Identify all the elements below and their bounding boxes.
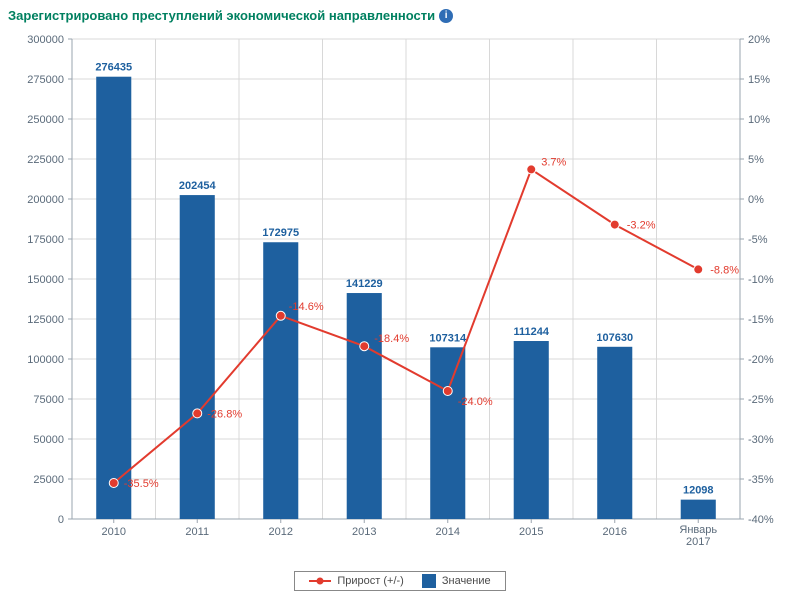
svg-text:-8.8%: -8.8% xyxy=(710,264,739,276)
legend-bar-swatch xyxy=(422,574,436,588)
line-point xyxy=(610,220,619,229)
svg-text:-25%: -25% xyxy=(748,394,774,406)
svg-text:-35.5%: -35.5% xyxy=(124,478,159,490)
svg-text:0: 0 xyxy=(58,514,64,526)
legend-bar-label: Значение xyxy=(442,575,491,587)
svg-text:2010: 2010 xyxy=(102,526,126,538)
legend: Прирост (+/-) Значение xyxy=(8,571,792,591)
svg-text:250000: 250000 xyxy=(27,114,64,126)
svg-text:175000: 175000 xyxy=(27,234,64,246)
svg-text:141229: 141229 xyxy=(346,278,383,290)
svg-text:225000: 225000 xyxy=(27,154,64,166)
chart-area: 0 25000 50000 75000 100000 125000 150000 175000… xyxy=(8,27,792,567)
svg-text:15%: 15% xyxy=(748,74,770,86)
chart-title: Зарегистрировано преступлений экономичес… xyxy=(8,8,435,23)
bar xyxy=(263,242,298,519)
svg-text:10%: 10% xyxy=(748,114,770,126)
svg-text:-40%: -40% xyxy=(748,514,774,526)
svg-text:2014: 2014 xyxy=(436,526,460,538)
svg-text:107630: 107630 xyxy=(596,332,633,344)
svg-text:-14.6%: -14.6% xyxy=(289,301,324,313)
svg-text:2012: 2012 xyxy=(269,526,293,538)
svg-text:200000: 200000 xyxy=(27,194,64,206)
line-point xyxy=(694,265,703,274)
svg-text:100000: 100000 xyxy=(27,354,64,366)
svg-text:275000: 275000 xyxy=(27,74,64,86)
svg-text:172975: 172975 xyxy=(262,227,299,239)
svg-text:125000: 125000 xyxy=(27,314,64,326)
svg-text:2016: 2016 xyxy=(603,526,627,538)
svg-text:-24.0%: -24.0% xyxy=(458,396,493,408)
svg-text:3.7%: 3.7% xyxy=(541,156,566,168)
legend-item-bar: Значение xyxy=(422,574,491,588)
line-point xyxy=(527,165,536,174)
bar xyxy=(430,347,465,519)
legend-line-label: Прирост (+/-) xyxy=(337,575,403,587)
svg-text:202454: 202454 xyxy=(179,180,217,192)
svg-text:276435: 276435 xyxy=(95,62,132,74)
svg-text:-10%: -10% xyxy=(748,274,774,286)
svg-text:0%: 0% xyxy=(748,194,764,206)
svg-text:20%: 20% xyxy=(748,34,770,46)
svg-text:-5%: -5% xyxy=(748,234,768,246)
line-point xyxy=(193,409,202,418)
svg-text:2017: 2017 xyxy=(686,536,710,547)
bar xyxy=(597,347,632,519)
svg-text:107314: 107314 xyxy=(429,332,467,344)
svg-text:2011: 2011 xyxy=(185,526,209,538)
bar xyxy=(681,500,716,519)
svg-text:-15%: -15% xyxy=(748,314,774,326)
line-point xyxy=(443,387,452,396)
svg-text:-18.4%: -18.4% xyxy=(374,333,409,345)
legend-item-line: Прирост (+/-) xyxy=(309,575,403,587)
svg-text:-30%: -30% xyxy=(748,434,774,446)
svg-text:150000: 150000 xyxy=(27,274,64,286)
svg-text:50000: 50000 xyxy=(33,434,64,446)
svg-text:-26.8%: -26.8% xyxy=(207,408,242,420)
bar xyxy=(347,293,382,519)
svg-text:75000: 75000 xyxy=(33,394,64,406)
svg-text:5%: 5% xyxy=(748,154,764,166)
svg-text:12098: 12098 xyxy=(683,485,714,497)
line-point xyxy=(276,311,285,320)
bar xyxy=(180,195,215,519)
svg-text:111244: 111244 xyxy=(514,326,550,338)
svg-text:300000: 300000 xyxy=(27,34,64,46)
svg-text:-35%: -35% xyxy=(748,474,774,486)
svg-text:2013: 2013 xyxy=(352,526,376,538)
svg-text:-3.2%: -3.2% xyxy=(627,220,656,232)
chart-svg: 0 25000 50000 75000 100000 125000 150000 175000… xyxy=(8,27,792,547)
line-point xyxy=(360,342,369,351)
bar xyxy=(96,77,131,519)
svg-text:Январь: Январь xyxy=(679,524,717,536)
svg-text:2015: 2015 xyxy=(519,526,543,538)
bar xyxy=(514,341,549,519)
svg-text:25000: 25000 xyxy=(33,474,64,486)
svg-text:-20%: -20% xyxy=(748,354,774,366)
line-point xyxy=(109,479,118,488)
legend-line-swatch xyxy=(309,580,331,582)
info-icon[interactable]: i xyxy=(439,9,453,23)
